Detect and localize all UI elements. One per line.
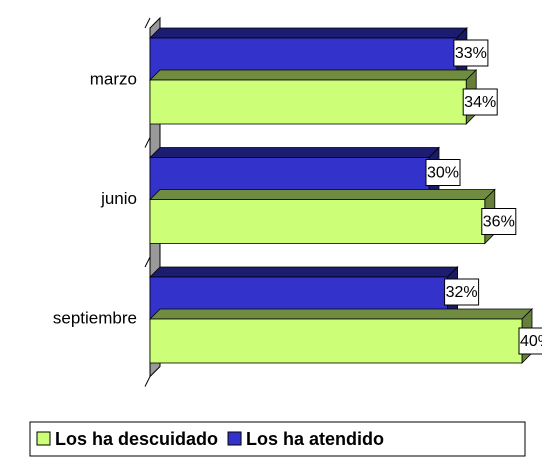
value-label: 33% — [455, 45, 487, 62]
bar — [149, 199, 486, 244]
category-tick — [144, 137, 151, 148]
value-label: 30% — [427, 165, 459, 182]
bar — [149, 79, 467, 125]
legend-swatch — [36, 431, 51, 446]
legend-box — [29, 421, 526, 457]
bar-top — [149, 266, 459, 278]
legend-label: Los ha descuidado — [55, 429, 218, 449]
value-label-box — [444, 278, 480, 306]
category-tick — [144, 376, 151, 387]
category-tick — [144, 17, 151, 29]
value-label-box — [453, 39, 489, 67]
value-label-box — [425, 159, 461, 186]
value-label: 34% — [464, 94, 496, 111]
bar-top — [149, 27, 468, 39]
legend-label: Los ha atendido — [246, 429, 384, 449]
value-label-box — [462, 88, 498, 116]
bar — [149, 318, 523, 364]
bar-top — [149, 189, 496, 200]
bar-top — [149, 147, 440, 158]
value-label-box — [481, 208, 517, 235]
legend-swatch — [227, 431, 242, 446]
y-tick-label: junio — [100, 189, 137, 208]
bar-top — [149, 308, 533, 320]
y-tick-label: septiembre — [53, 308, 137, 327]
y-tick-label: marzo — [90, 69, 137, 88]
value-label: 32% — [446, 284, 478, 301]
category-tick — [144, 256, 151, 268]
value-label-box — [518, 327, 542, 355]
value-label: 40% — [520, 333, 542, 350]
bar-top — [149, 69, 478, 81]
value-label: 36% — [483, 214, 515, 231]
